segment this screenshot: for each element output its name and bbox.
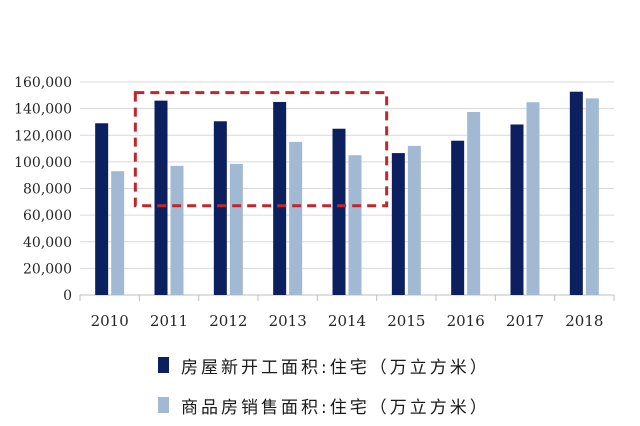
bar-sales bbox=[585, 98, 599, 295]
legend-label-sales: 商品房销售面积:住宅（万立方米） bbox=[181, 397, 490, 418]
x-tick-label: 2011 bbox=[150, 312, 188, 330]
legend-item-sales: 商品房销售面积:住宅（万立方米） bbox=[158, 385, 518, 425]
x-tick-label: 2016 bbox=[447, 312, 485, 330]
highlight-dashed-box bbox=[133, 91, 389, 208]
x-tick-label: 2015 bbox=[387, 312, 425, 330]
legend: 房屋新开工面积:住宅（万立方米） 商品房销售面积:住宅（万立方米） bbox=[158, 345, 518, 425]
bar-sales bbox=[170, 165, 184, 295]
legend-label-new-construction: 房屋新开工面积:住宅（万立方米） bbox=[181, 357, 490, 378]
bar-sales bbox=[348, 155, 362, 295]
y-tick-label: 80,000 bbox=[23, 182, 72, 198]
bar-new-construction bbox=[451, 140, 465, 295]
x-tick-label: 2018 bbox=[565, 312, 603, 330]
bar-new-construction bbox=[95, 123, 109, 295]
x-tick-label: 2013 bbox=[269, 312, 307, 330]
bar-new-construction bbox=[510, 124, 524, 295]
legend-item-new-construction: 房屋新开工面积:住宅（万立方米） bbox=[158, 345, 518, 385]
legend-swatch-new-construction bbox=[158, 357, 169, 373]
x-tick-label: 2012 bbox=[209, 312, 247, 330]
y-tick-label: 120,000 bbox=[14, 128, 72, 144]
bar-sales bbox=[526, 102, 540, 295]
bar-new-construction bbox=[154, 100, 168, 295]
x-tick-label: 2014 bbox=[328, 312, 366, 330]
y-tick-label: 100,000 bbox=[14, 155, 72, 171]
bar-sales bbox=[229, 163, 243, 295]
bar-sales bbox=[111, 171, 125, 295]
y-tick-label: 40,000 bbox=[23, 235, 72, 251]
x-tick-label: 2017 bbox=[506, 312, 544, 330]
bar-new-construction bbox=[273, 101, 287, 295]
bar-new-construction bbox=[569, 91, 583, 295]
bar-new-construction bbox=[332, 128, 346, 295]
legend-swatch-sales bbox=[158, 397, 169, 413]
y-tick-label: 60,000 bbox=[23, 208, 72, 224]
bar-sales bbox=[467, 111, 481, 295]
y-tick-label: 0 bbox=[63, 288, 72, 304]
bar-new-construction bbox=[213, 121, 227, 295]
bar-sales bbox=[289, 141, 303, 295]
y-tick-label: 160,000 bbox=[14, 75, 72, 91]
y-tick-label: 20,000 bbox=[23, 261, 72, 277]
bar-new-construction bbox=[391, 153, 405, 295]
y-tick-label: 140,000 bbox=[14, 102, 72, 118]
bar-sales bbox=[407, 145, 421, 295]
x-tick-label: 2010 bbox=[91, 312, 129, 330]
